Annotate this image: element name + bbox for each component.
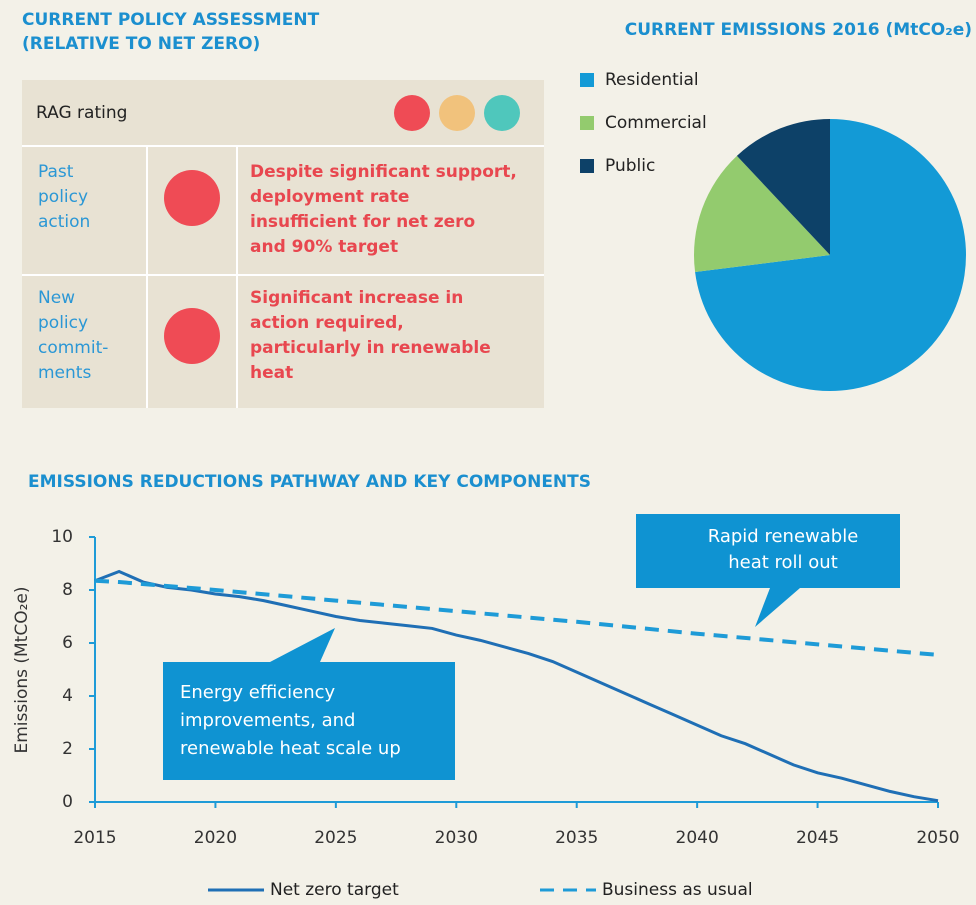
y-axis-label: Emissions (MtCO₂e) <box>12 586 32 753</box>
section-title: (RELATIVE TO NET ZERO) <box>22 34 260 54</box>
callout-text: improvements, and <box>180 710 355 731</box>
row-text: insufficient for net zero <box>250 212 475 232</box>
legend-swatch <box>580 116 594 130</box>
rag-dot <box>439 95 475 131</box>
table-header: RAG rating <box>36 103 127 123</box>
x-tick-label: 2035 <box>555 828 598 848</box>
x-tick-label: 2045 <box>796 828 839 848</box>
callout-pointer <box>755 588 800 627</box>
callout-pointer <box>270 628 335 662</box>
row-label: New <box>38 288 75 308</box>
legend-label: Business as usual <box>602 880 753 900</box>
row-label: action <box>38 212 90 232</box>
callout-text: heat roll out <box>728 552 838 573</box>
rag-dot <box>394 95 430 131</box>
row-label: ments <box>38 363 91 383</box>
row-label: policy <box>38 187 88 207</box>
row-text: heat <box>250 363 293 383</box>
series-line <box>94 569 939 803</box>
x-tick-label: 2040 <box>676 828 719 848</box>
x-tick-label: 2015 <box>73 828 116 848</box>
series-line <box>94 578 939 657</box>
legend-label: Public <box>605 156 655 176</box>
section-title: CURRENT POLICY ASSESSMENT <box>22 10 320 30</box>
row-text: particularly in renewable <box>250 338 491 358</box>
y-tick-label: 8 <box>62 580 73 600</box>
legend-swatch <box>580 73 594 87</box>
callout-text: Energy efficiency <box>180 682 335 703</box>
row-text: deployment rate <box>250 187 409 207</box>
rag-dot <box>484 95 520 131</box>
pie-title: CURRENT EMISSIONS 2016 (MtCO₂e) <box>625 20 972 40</box>
x-tick-label: 2025 <box>314 828 357 848</box>
row-rating <box>164 308 220 364</box>
callout-text: Rapid renewable <box>708 526 859 547</box>
assessment-table <box>22 80 544 408</box>
callout-text: renewable heat scale up <box>180 738 401 759</box>
y-tick-label: 0 <box>62 792 73 812</box>
y-tick-label: 4 <box>62 686 73 706</box>
x-tick-label: 2030 <box>435 828 478 848</box>
x-tick-label: 2050 <box>916 828 959 848</box>
row-text: and 90% target <box>250 237 398 257</box>
x-tick-label: 2020 <box>194 828 237 848</box>
pie-slice <box>736 119 830 255</box>
row-text: Despite significant support, <box>250 162 517 182</box>
row-label: policy <box>38 313 88 333</box>
legend-swatch <box>580 159 594 173</box>
legend-label: Residential <box>605 70 699 90</box>
row-text: Significant increase in <box>250 288 463 308</box>
y-tick-label: 10 <box>51 527 73 547</box>
pie-slice <box>694 155 830 273</box>
row-label: commit- <box>38 338 108 358</box>
callout-box <box>636 514 900 588</box>
y-tick-label: 2 <box>62 739 73 759</box>
row-label: Past <box>38 162 74 182</box>
y-tick-label: 6 <box>62 633 73 653</box>
callout-box <box>163 662 455 780</box>
legend-label: Commercial <box>605 113 707 133</box>
row-text: action required, <box>250 313 404 333</box>
pie-slice <box>695 119 966 391</box>
legend-label: Net zero target <box>270 880 399 900</box>
line-title: EMISSIONS REDUCTIONS PATHWAY AND KEY COM… <box>28 472 591 492</box>
row-rating <box>164 170 220 226</box>
